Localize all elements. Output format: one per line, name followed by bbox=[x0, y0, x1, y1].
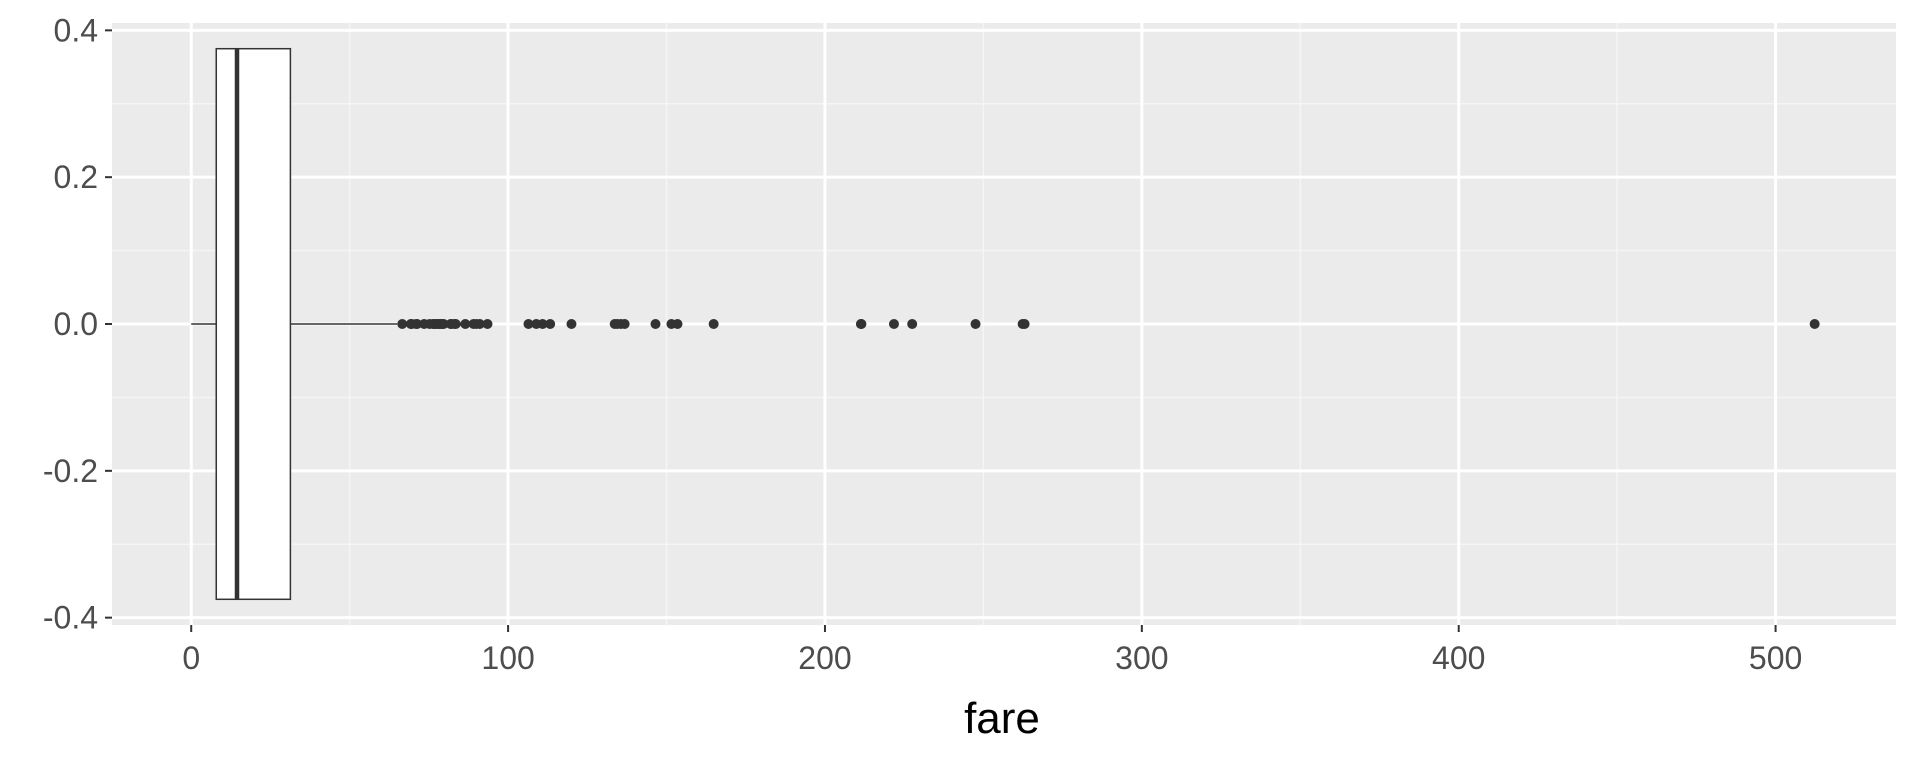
y-tick-label: -0.2 bbox=[43, 453, 98, 489]
x-tick-labels: 0 100 200 300 400 500 bbox=[182, 640, 1802, 676]
outlier-point bbox=[856, 319, 867, 329]
outlier-point bbox=[482, 319, 493, 329]
outlier-point bbox=[523, 319, 534, 329]
outlier-point bbox=[650, 319, 661, 329]
outlier-point bbox=[888, 319, 899, 329]
outlier-point bbox=[545, 319, 556, 329]
x-tick-label: 100 bbox=[481, 640, 534, 676]
outlier-point bbox=[460, 319, 471, 329]
outlier-point bbox=[1809, 319, 1820, 329]
outlier-point bbox=[907, 319, 918, 329]
outlier-point bbox=[450, 319, 461, 329]
outlier-points bbox=[397, 319, 1820, 329]
boxplot-box bbox=[215, 47, 292, 601]
outlier-point bbox=[970, 319, 981, 329]
x-tick-label: 500 bbox=[1749, 640, 1802, 676]
outlier-point bbox=[474, 319, 485, 329]
x-tick-label: 400 bbox=[1432, 640, 1485, 676]
outlier-point bbox=[397, 319, 408, 329]
x-tick-label: 200 bbox=[798, 640, 851, 676]
outlier-point bbox=[619, 319, 630, 329]
x-tick-label: 0 bbox=[182, 640, 200, 676]
outlier-point bbox=[537, 319, 548, 329]
x-axis-title: fare bbox=[964, 694, 1040, 743]
outlier-point bbox=[566, 319, 577, 329]
interquartile-box bbox=[215, 47, 292, 601]
axis-ticks bbox=[105, 29, 1777, 632]
outlier-point bbox=[672, 319, 683, 329]
outlier-point bbox=[708, 319, 719, 329]
y-tick-label: -0.4 bbox=[43, 600, 98, 636]
x-tick-label: 300 bbox=[1115, 640, 1168, 676]
outlier-point bbox=[412, 319, 423, 329]
y-tick-label: 0.2 bbox=[54, 159, 98, 195]
y-tick-labels: -0.4 -0.2 0.0 0.2 0.4 bbox=[43, 12, 98, 635]
outlier-point bbox=[438, 319, 449, 329]
y-tick-label: 0.0 bbox=[54, 306, 98, 342]
outlier-point bbox=[1019, 319, 1030, 329]
y-tick-label: 0.4 bbox=[54, 12, 98, 48]
